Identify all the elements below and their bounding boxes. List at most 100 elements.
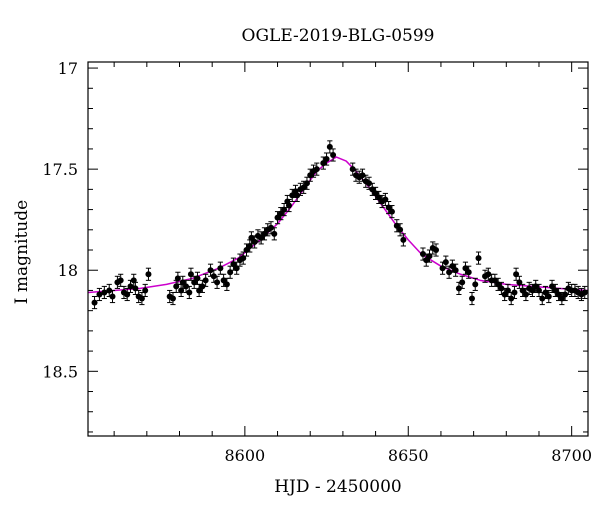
data-point bbox=[433, 243, 440, 257]
data-marker bbox=[516, 279, 523, 286]
data-marker bbox=[508, 295, 515, 302]
data-marker bbox=[439, 265, 446, 272]
data-point bbox=[135, 289, 142, 304]
data-marker bbox=[562, 291, 569, 298]
data-marker bbox=[109, 293, 116, 300]
data-marker bbox=[220, 277, 227, 284]
data-marker bbox=[498, 285, 505, 292]
data-marker bbox=[248, 234, 255, 241]
data-marker bbox=[504, 287, 511, 294]
data-marker bbox=[132, 285, 139, 292]
data-marker bbox=[174, 275, 181, 282]
data-point bbox=[452, 263, 459, 277]
data-marker bbox=[196, 287, 203, 294]
data-marker bbox=[179, 279, 186, 286]
data-point bbox=[243, 243, 250, 257]
data-point bbox=[388, 205, 395, 219]
data-point bbox=[549, 279, 556, 293]
data-point bbox=[508, 291, 515, 306]
data-marker bbox=[375, 194, 382, 201]
data-marker bbox=[558, 295, 565, 302]
data-layer bbox=[88, 140, 588, 310]
data-marker bbox=[285, 202, 292, 209]
data-marker bbox=[462, 265, 469, 272]
data-marker bbox=[251, 238, 258, 245]
data-marker bbox=[475, 255, 482, 262]
data-marker bbox=[320, 160, 327, 167]
data-marker bbox=[330, 151, 337, 158]
data-point bbox=[539, 291, 546, 306]
data-marker bbox=[542, 289, 549, 296]
data-marker bbox=[522, 291, 529, 298]
data-marker bbox=[169, 295, 176, 302]
data-marker bbox=[513, 271, 520, 278]
data-point bbox=[511, 285, 518, 300]
data-point bbox=[96, 287, 103, 302]
data-point bbox=[223, 277, 230, 291]
data-point bbox=[91, 296, 98, 310]
data-marker bbox=[555, 291, 562, 298]
data-marker bbox=[465, 269, 472, 276]
data-marker bbox=[186, 289, 193, 296]
data-marker bbox=[194, 275, 201, 282]
data-point bbox=[310, 164, 317, 178]
data-point bbox=[199, 279, 206, 293]
data-marker bbox=[258, 234, 265, 241]
data-point bbox=[179, 275, 186, 289]
data-marker bbox=[349, 166, 356, 173]
data-marker bbox=[91, 299, 98, 306]
data-point bbox=[519, 283, 526, 298]
data-marker bbox=[117, 277, 124, 284]
data-point bbox=[552, 283, 559, 298]
data-marker bbox=[214, 279, 221, 286]
data-point bbox=[169, 291, 176, 306]
data-point bbox=[472, 277, 479, 291]
data-point bbox=[455, 281, 462, 295]
data-marker bbox=[202, 277, 209, 284]
data-marker bbox=[106, 287, 113, 294]
data-marker bbox=[268, 224, 275, 231]
data-point bbox=[393, 219, 400, 233]
data-point bbox=[106, 283, 113, 298]
data-point bbox=[109, 289, 116, 304]
data-marker bbox=[393, 222, 400, 229]
data-point bbox=[174, 271, 181, 285]
data-marker bbox=[173, 283, 180, 290]
y-tick-label: 17 bbox=[58, 59, 78, 78]
data-point bbox=[285, 198, 292, 213]
data-marker bbox=[274, 214, 281, 221]
data-marker bbox=[485, 271, 492, 278]
data-marker bbox=[240, 255, 247, 262]
data-marker bbox=[281, 206, 288, 213]
data-marker bbox=[124, 291, 131, 298]
data-point bbox=[258, 231, 265, 245]
data-point bbox=[485, 267, 492, 281]
data-marker bbox=[511, 289, 518, 296]
data-point bbox=[214, 275, 221, 289]
data-marker bbox=[191, 279, 198, 286]
data-marker bbox=[449, 263, 456, 270]
data-marker bbox=[246, 242, 253, 249]
data-point bbox=[217, 261, 224, 275]
data-point bbox=[513, 267, 520, 281]
data-marker bbox=[243, 247, 250, 254]
data-marker bbox=[372, 190, 379, 197]
data-point bbox=[142, 283, 149, 298]
data-point bbox=[369, 182, 376, 196]
data-point bbox=[132, 281, 139, 295]
data-point bbox=[202, 273, 209, 287]
ticks bbox=[88, 62, 588, 436]
data-point bbox=[504, 283, 511, 298]
data-marker bbox=[535, 287, 542, 294]
data-marker bbox=[532, 283, 539, 290]
data-point bbox=[313, 162, 320, 176]
data-marker bbox=[199, 283, 206, 290]
data-marker bbox=[130, 277, 137, 284]
data-point bbox=[359, 168, 366, 182]
data-point bbox=[426, 249, 433, 263]
data-marker bbox=[233, 265, 240, 272]
data-point bbox=[323, 152, 330, 166]
y-tick-label: 17.5 bbox=[42, 160, 78, 179]
data-point bbox=[495, 277, 502, 291]
